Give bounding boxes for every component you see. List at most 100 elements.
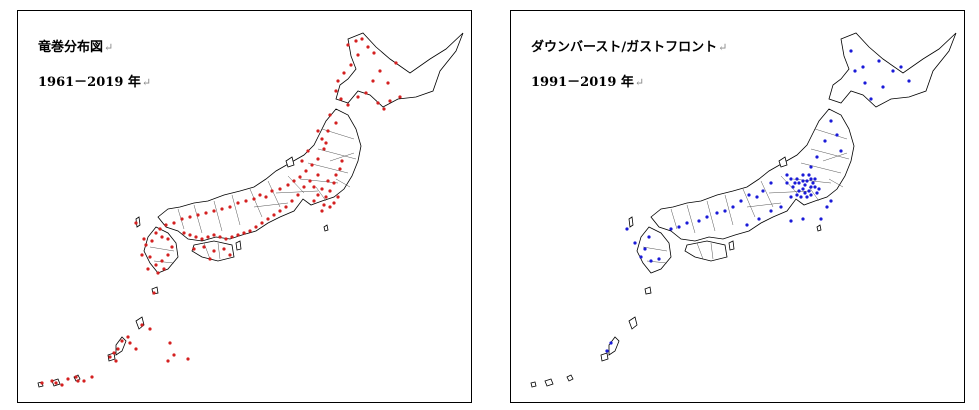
prefecture-border <box>746 202 782 208</box>
event-marker <box>853 69 857 73</box>
japan-map-tornado <box>37 32 464 388</box>
prefecture-border <box>213 200 223 232</box>
event-marker <box>809 165 813 169</box>
event-marker <box>200 237 204 241</box>
event-marker <box>376 101 380 105</box>
event-marker <box>204 211 208 215</box>
event-marker <box>747 193 751 197</box>
event-marker <box>278 187 282 191</box>
event-marker <box>328 113 332 117</box>
event-marker <box>769 209 773 213</box>
event-marker <box>697 219 701 223</box>
event-marker <box>154 231 158 235</box>
prefecture-border <box>696 242 704 260</box>
event-marker <box>789 219 793 223</box>
event-marker <box>785 173 789 177</box>
event-marker <box>625 227 629 231</box>
event-marker <box>739 199 743 203</box>
event-marker <box>208 257 212 261</box>
event-marker <box>286 183 290 187</box>
event-marker <box>316 157 320 161</box>
event-marker <box>310 163 314 167</box>
event-marker <box>244 199 248 203</box>
event-marker <box>320 137 324 141</box>
event-marker <box>398 95 402 99</box>
prefecture-border <box>275 190 319 194</box>
event-marker <box>745 223 749 227</box>
event-marker <box>206 235 210 239</box>
event-marker <box>134 347 138 351</box>
event-marker <box>825 205 829 209</box>
event-marker <box>236 233 240 237</box>
event-marker <box>324 195 328 199</box>
event-marker <box>316 193 320 197</box>
event-marker <box>188 233 192 237</box>
prefecture-border <box>742 188 756 218</box>
prefecture-border <box>203 242 211 260</box>
island-sado <box>285 156 295 168</box>
event-marker <box>799 195 803 199</box>
event-marker <box>300 159 304 163</box>
event-marker <box>795 177 799 181</box>
downburst-map-panel: ダウンバースト/ガストフロント↵ 1991－2019 年↵ <box>510 10 965 403</box>
event-marker <box>332 201 336 205</box>
event-marker <box>789 177 793 181</box>
event-marker <box>633 241 637 245</box>
event-marker <box>230 235 234 239</box>
event-marker <box>364 91 368 95</box>
event-marker <box>805 179 809 183</box>
event-marker <box>308 179 312 183</box>
event-marker <box>316 129 320 133</box>
map-period: 1961－2019 年↵ <box>38 75 152 90</box>
event-marker <box>639 255 643 259</box>
event-marker <box>372 51 376 55</box>
event-marker <box>677 225 681 229</box>
tornado-map-panel: 竜巻分布図↵ 1961－2019 年↵ <box>17 10 472 403</box>
event-marker <box>212 209 216 213</box>
prefecture-border <box>706 200 716 232</box>
prefecture-border <box>149 246 175 252</box>
event-marker <box>196 213 200 217</box>
prefecture-border <box>267 180 281 208</box>
event-marker <box>817 187 821 191</box>
event-marker <box>296 193 300 197</box>
island-okinawa-a <box>115 336 127 356</box>
island-miyako <box>566 374 574 382</box>
prefecture-border <box>217 242 221 260</box>
event-marker <box>66 377 70 381</box>
event-marker <box>194 235 198 239</box>
event-marker <box>647 235 651 239</box>
event-marker <box>292 179 296 183</box>
event-marker <box>166 237 170 241</box>
event-marker <box>605 349 609 353</box>
event-marker <box>320 209 324 213</box>
island-yonaguni <box>530 381 537 388</box>
island-amami <box>628 316 638 330</box>
event-marker <box>160 235 164 239</box>
event-marker <box>789 195 793 199</box>
event-marker <box>324 141 328 145</box>
event-marker <box>260 221 264 225</box>
event-marker <box>349 63 353 67</box>
prefecture-border <box>299 178 339 184</box>
event-marker <box>342 71 346 75</box>
event-marker <box>162 267 166 271</box>
event-marker <box>861 65 865 69</box>
event-marker <box>805 195 809 199</box>
event-marker <box>164 223 168 227</box>
event-marker <box>126 335 130 339</box>
downburst-markers <box>605 49 911 353</box>
event-marker <box>757 217 761 221</box>
event-marker <box>643 247 647 251</box>
event-marker <box>371 79 375 83</box>
event-marker <box>148 327 152 331</box>
event-marker <box>146 267 150 271</box>
island-shikoku <box>684 240 728 262</box>
prefecture-border <box>710 242 714 260</box>
event-marker <box>290 199 294 203</box>
event-marker <box>715 211 719 215</box>
event-marker <box>338 167 342 171</box>
prefecture-border <box>642 246 668 252</box>
event-marker <box>114 359 118 363</box>
event-marker <box>326 129 330 133</box>
